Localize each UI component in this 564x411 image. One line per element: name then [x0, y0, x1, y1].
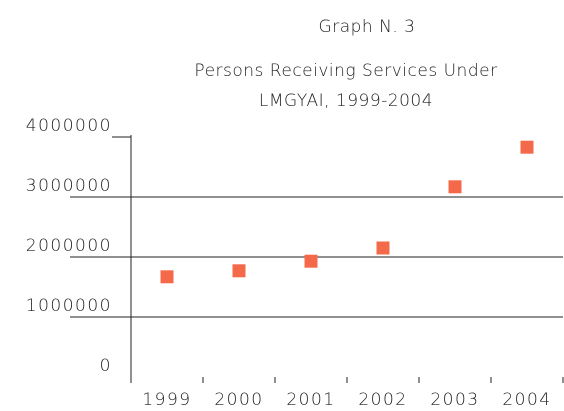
x-tick-label: 2002: [358, 390, 407, 410]
marker: [232, 264, 246, 278]
x-tick-label: 2000: [214, 390, 263, 410]
marker: [448, 180, 462, 194]
x-tick-label: 2003: [430, 390, 479, 410]
x-tick-label: 1999: [142, 390, 191, 410]
marker: [160, 270, 174, 284]
y-tick-label: 2000000: [26, 236, 112, 256]
y-tick-label: 3000000: [26, 176, 112, 196]
marker: [520, 140, 534, 154]
y-tick-label: 0: [100, 356, 112, 376]
x-tick-label: 2004: [502, 390, 551, 410]
x-tick-label: 2001: [286, 390, 335, 410]
chart-title: Graph N. 3: [319, 17, 416, 37]
marker: [304, 254, 318, 268]
y-tick-label: 1000000: [26, 296, 112, 316]
chart-subtitle: Persons Receiving Services Under: [194, 61, 497, 81]
marker: [376, 241, 390, 255]
chart-subtitle: LMGYAI, 1999-2004: [259, 91, 433, 111]
y-tick-label: 4000000: [26, 116, 112, 136]
